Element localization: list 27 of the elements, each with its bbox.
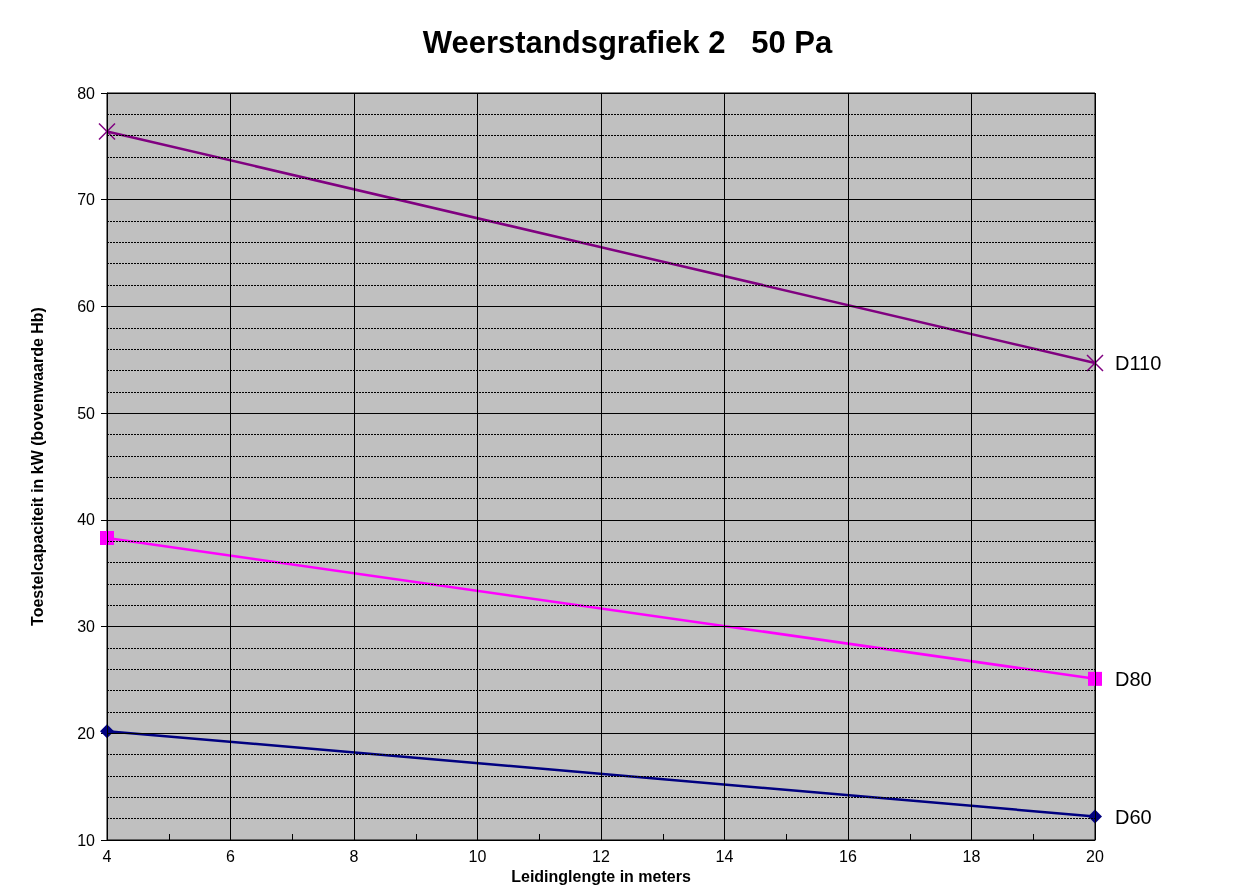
series-label: D60	[1115, 805, 1152, 828]
series-label: D110	[1115, 351, 1162, 374]
x-tick-label: 8	[349, 847, 359, 865]
point	[100, 531, 114, 545]
y-tick-label: 70	[77, 191, 96, 209]
x-tick-label: 14	[715, 847, 734, 865]
y-tick-label: 80	[77, 84, 96, 102]
y-tick-label: 50	[77, 404, 96, 422]
point	[1086, 354, 1104, 372]
x-tick-label: 18	[962, 847, 981, 865]
y-tick-label: 60	[77, 297, 96, 315]
y-tick-label: 10	[77, 831, 96, 849]
x-tick-label: 4	[102, 847, 112, 865]
x-tick-label: 12	[592, 847, 610, 865]
series-label: D80	[1115, 667, 1152, 690]
point	[98, 122, 116, 141]
y-tick-label: 40	[77, 511, 96, 529]
x-tick-label: 20	[1086, 847, 1104, 865]
chart-title: Weerstandsgrafiek 2 50 Pa	[422, 25, 834, 60]
x-tick-label: 16	[839, 847, 857, 865]
x-tick-label: 6	[226, 847, 236, 865]
y-axis-title: Toestelcapaciteit in kW (bovenwaarde Hb)	[28, 307, 46, 626]
x-axis-title: Leidinglengte in meters	[511, 868, 691, 886]
x-tick-label: 10	[468, 847, 487, 865]
point	[1088, 671, 1102, 686]
y-tick-label: 30	[77, 618, 96, 636]
y-tick-label: 20	[77, 724, 96, 742]
